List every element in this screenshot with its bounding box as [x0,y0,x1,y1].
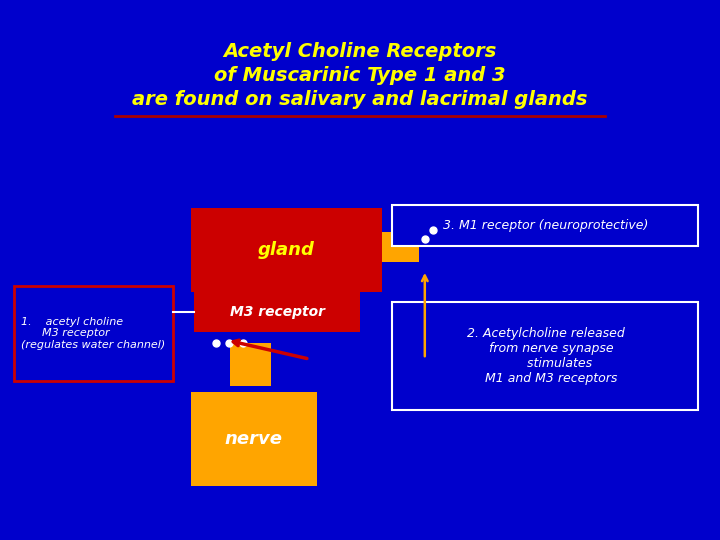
Bar [392,302,698,410]
Text: 2. Acetylcholine released
   from nerve synapse
       stimulates
   M1 and M3 r: 2. Acetylcholine released from nerve syn… [467,327,624,386]
Bar [230,343,271,386]
Bar [382,232,419,262]
Bar [392,205,698,246]
Bar [191,392,317,486]
Text: 1.    acetyl choline
      M3 receptor
(regulates water channel): 1. acetyl choline M3 receptor (regulates… [22,317,166,350]
Text: are found on salivary and lacrimal glands: are found on salivary and lacrimal gland… [132,90,588,110]
Text: M3 receptor: M3 receptor [230,305,325,319]
Bar [14,286,173,381]
Text: gland: gland [258,241,315,259]
Text: nerve: nerve [225,430,283,448]
Bar [191,208,382,292]
Text: Acetyl Choline Receptors: Acetyl Choline Receptors [223,42,497,61]
Bar [194,292,360,332]
Text: of Muscarinic Type 1 and 3: of Muscarinic Type 1 and 3 [214,66,506,85]
Text: 3. M1 receptor (neuroprotective): 3. M1 receptor (neuroprotective) [443,219,648,232]
